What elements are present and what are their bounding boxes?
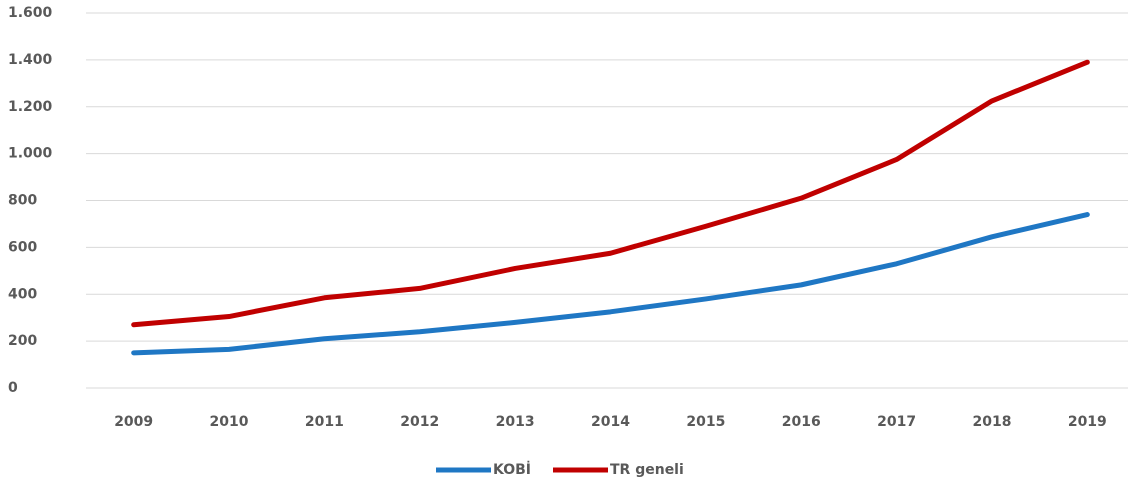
x-tick-label: 2012 xyxy=(400,414,439,430)
x-tick-label: 2019 xyxy=(1068,414,1107,430)
y-tick-label: 1.200 xyxy=(8,99,53,115)
x-tick-label: 2018 xyxy=(972,414,1011,430)
x-tick-label: 2016 xyxy=(782,414,821,430)
x-tick-label: 2010 xyxy=(210,414,249,430)
series-line xyxy=(131,59,1090,328)
y-tick-label: 800 xyxy=(8,193,37,209)
y-tick-label: 1.000 xyxy=(8,146,53,162)
x-tick-label: 2009 xyxy=(114,414,153,430)
x-tick-label: 2014 xyxy=(591,414,630,430)
series-line xyxy=(131,212,1090,356)
y-tick-label: 0 xyxy=(8,380,18,396)
legend-label: KOBİ xyxy=(493,461,531,478)
x-tick-label: 2017 xyxy=(877,414,916,430)
y-tick-label: 400 xyxy=(8,286,37,302)
y-tick-label: 200 xyxy=(8,333,37,349)
x-tick-label: 2011 xyxy=(305,414,344,430)
legend-label: TR geneli xyxy=(610,462,684,478)
x-tick-label: 2013 xyxy=(496,414,535,430)
y-tick-label: 600 xyxy=(8,239,37,255)
y-tick-label: 1.600 xyxy=(8,5,53,21)
y-tick-label: 1.400 xyxy=(8,52,53,68)
x-tick-label: 2015 xyxy=(686,414,725,430)
